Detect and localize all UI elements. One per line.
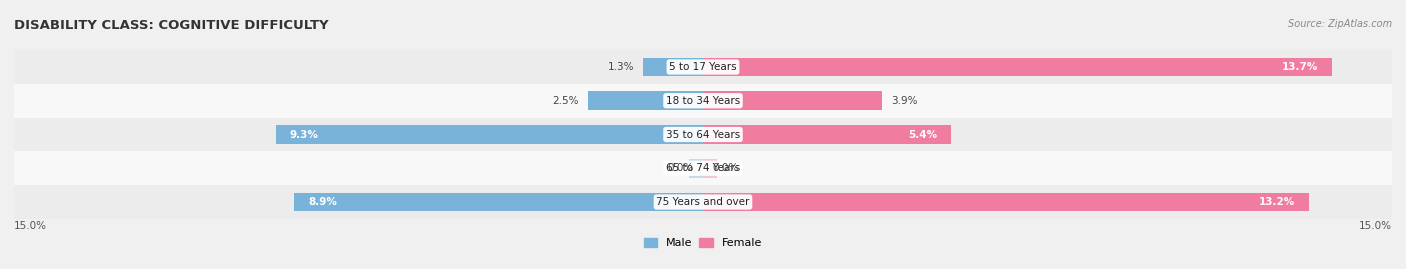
Text: 18 to 34 Years: 18 to 34 Years: [666, 96, 740, 106]
Bar: [294, 193, 703, 211]
Text: 75 Years and over: 75 Years and over: [657, 197, 749, 207]
Bar: [14, 151, 1392, 185]
Bar: [703, 193, 1309, 211]
Text: 8.9%: 8.9%: [308, 197, 337, 207]
Text: 13.2%: 13.2%: [1260, 197, 1295, 207]
Bar: [588, 91, 703, 110]
Text: 5.4%: 5.4%: [908, 129, 938, 140]
Text: 65 to 74 Years: 65 to 74 Years: [666, 163, 740, 173]
Bar: [703, 125, 950, 144]
Bar: [703, 58, 1333, 76]
Text: 1.3%: 1.3%: [607, 62, 634, 72]
Text: 0.0%: 0.0%: [668, 163, 693, 173]
Bar: [703, 91, 882, 110]
Bar: [14, 185, 1392, 219]
Legend: Male, Female: Male, Female: [640, 233, 766, 253]
Text: 0.0%: 0.0%: [713, 163, 738, 173]
Text: Source: ZipAtlas.com: Source: ZipAtlas.com: [1288, 19, 1392, 29]
Text: 2.5%: 2.5%: [553, 96, 579, 106]
Text: 13.7%: 13.7%: [1282, 62, 1319, 72]
Text: 35 to 64 Years: 35 to 64 Years: [666, 129, 740, 140]
Text: 15.0%: 15.0%: [14, 221, 46, 231]
Bar: [14, 84, 1392, 118]
Bar: [14, 50, 1392, 84]
Text: 3.9%: 3.9%: [891, 96, 918, 106]
Bar: [689, 159, 703, 178]
Text: 9.3%: 9.3%: [290, 129, 319, 140]
Bar: [644, 58, 703, 76]
Bar: [14, 118, 1392, 151]
Text: 5 to 17 Years: 5 to 17 Years: [669, 62, 737, 72]
Text: DISABILITY CLASS: COGNITIVE DIFFICULTY: DISABILITY CLASS: COGNITIVE DIFFICULTY: [14, 19, 329, 32]
Bar: [703, 159, 717, 178]
Bar: [276, 125, 703, 144]
Text: 15.0%: 15.0%: [1360, 221, 1392, 231]
